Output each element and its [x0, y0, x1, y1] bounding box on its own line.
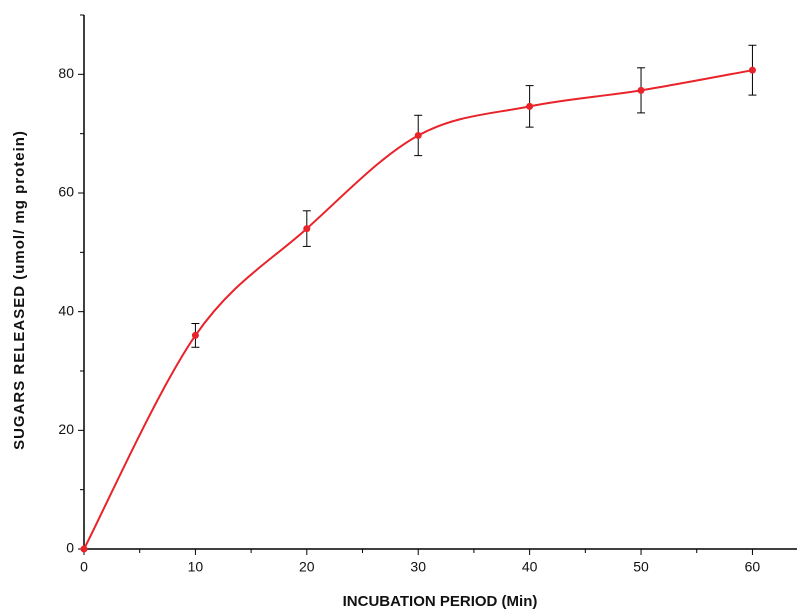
- point: [637, 86, 645, 94]
- x-tick-label: 30: [410, 559, 426, 575]
- point: [748, 66, 756, 74]
- x-tick-label: 20: [299, 559, 315, 575]
- y-tick-label: 60: [58, 184, 74, 200]
- x-tick-label: 0: [80, 559, 88, 575]
- x-axis-title: INCUBATION PERIOD (Min): [343, 593, 538, 610]
- x-tick-label: 40: [522, 559, 538, 575]
- line: [83, 69, 753, 550]
- point: [414, 131, 422, 139]
- y-axis-title: SUGARS RELEASED (umol/ mg protein): [11, 130, 28, 450]
- point: [80, 545, 88, 553]
- y-tick-label: 40: [58, 302, 74, 318]
- y-tick-label: 20: [58, 421, 74, 437]
- point: [526, 102, 534, 110]
- y-tick-label: 0: [66, 540, 74, 556]
- x-tick-label: 10: [188, 559, 204, 575]
- x-tick-label: 50: [633, 559, 649, 575]
- y-tick-label: 80: [58, 65, 74, 81]
- point: [191, 331, 199, 339]
- x-tick-label: 60: [745, 559, 761, 575]
- point: [303, 225, 311, 233]
